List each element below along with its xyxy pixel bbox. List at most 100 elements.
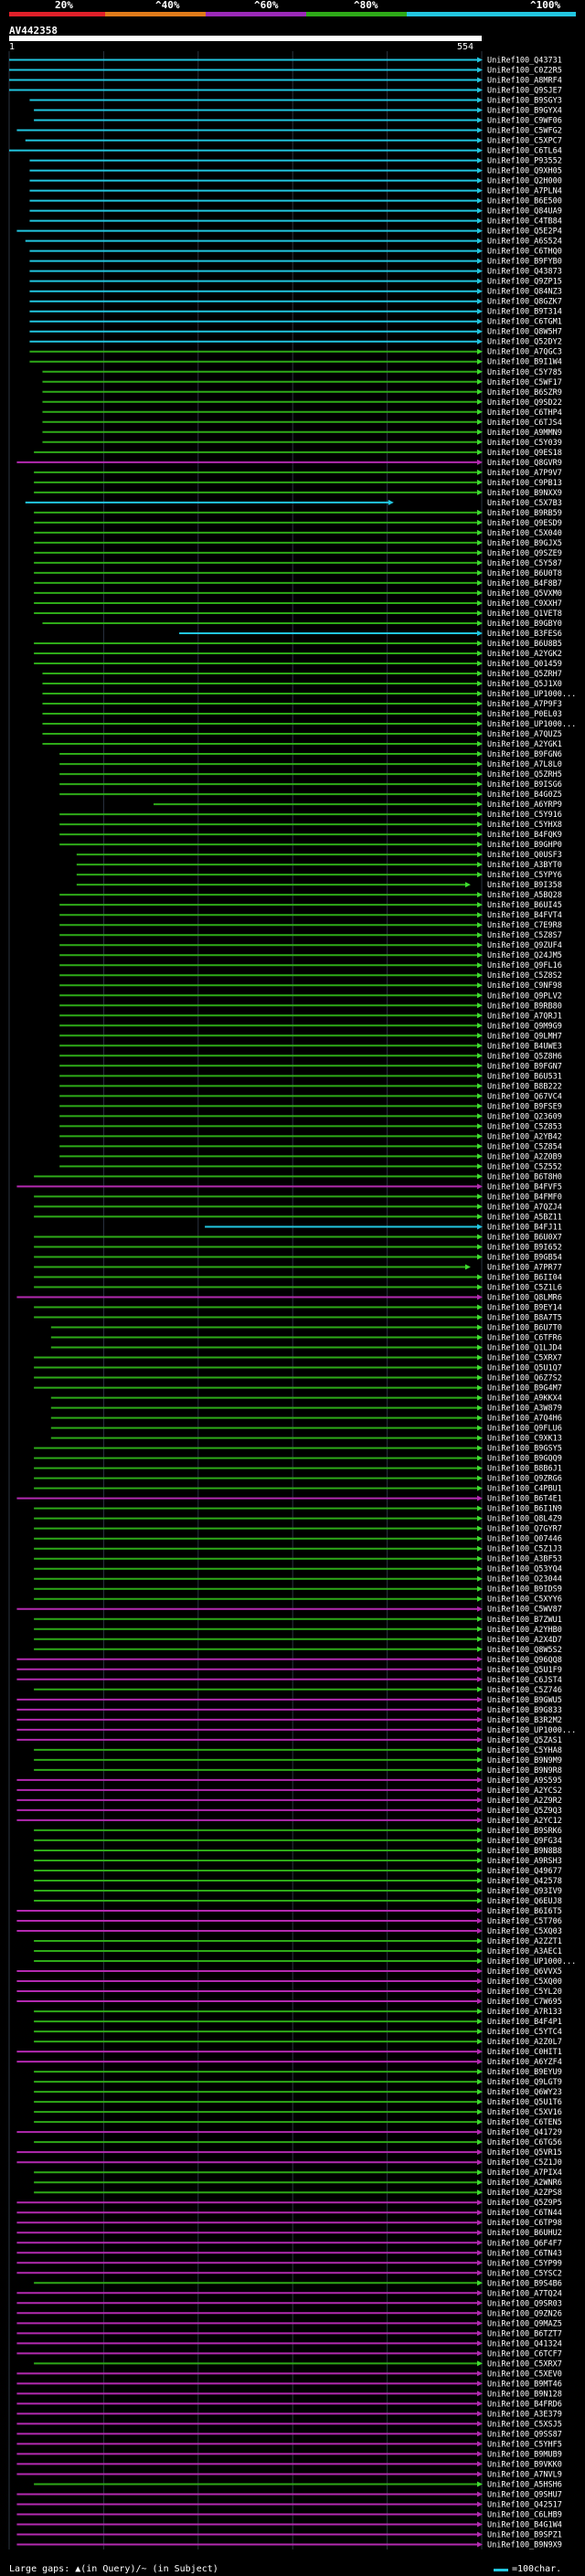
hit-label[interactable]: UniRef100_Q6F4F7 [487, 2239, 562, 2248]
hit-label[interactable]: UniRef100_B6II04 [487, 1273, 562, 1282]
hit-label[interactable]: UniRef100_A9KKX4 [487, 1394, 562, 1404]
hit-label[interactable]: UniRef100_Q9SHU7 [487, 2490, 562, 2499]
hit-label[interactable]: UniRef100_B9N9X9 [487, 2540, 562, 2549]
hit-label[interactable]: UniRef100_Q41729 [487, 2128, 562, 2137]
hit-label[interactable]: UniRef100_Q41324 [487, 2339, 562, 2348]
hit-label[interactable]: UniRef100_Q9FLU6 [487, 1425, 562, 1434]
hit-label[interactable]: UniRef100_B9N9R8 [487, 1766, 562, 1776]
hit-label[interactable]: UniRef100_A3W879 [487, 1405, 562, 1414]
hit-label[interactable]: UniRef100_C9XXH7 [487, 599, 562, 609]
hit-label[interactable]: UniRef100_B8A7T5 [487, 1314, 562, 1323]
hit-label[interactable]: UniRef100_A2Z9R2 [487, 1797, 562, 1806]
hit-label[interactable]: UniRef100_B9SGY3 [487, 97, 562, 106]
hit-label[interactable]: UniRef100_A7QZJ4 [487, 1203, 562, 1212]
hit-label[interactable]: UniRef100_A2Z0B9 [487, 1152, 562, 1161]
hit-label[interactable]: UniRef100_B6U0T8 [487, 569, 562, 578]
hit-label[interactable]: UniRef100_P93552 [487, 157, 562, 166]
hit-label[interactable]: UniRef100_C5Z1L6 [487, 1283, 562, 1292]
hit-label[interactable]: UniRef100_A9S595 [487, 1776, 562, 1786]
hit-label[interactable]: UniRef100_C5YP99 [487, 2259, 562, 2268]
hit-label[interactable]: UniRef100_A6YZF4 [487, 2058, 562, 2067]
hit-label[interactable]: UniRef100_C5YHX8 [487, 821, 562, 830]
hit-label[interactable]: UniRef100_Q6WY23 [487, 2088, 562, 2097]
hit-label[interactable]: UniRef100_C4TB84 [487, 217, 562, 227]
hit-label[interactable]: UniRef100_B4G1W4 [487, 2520, 562, 2529]
hit-label[interactable]: UniRef100_C7E9R8 [487, 921, 562, 930]
hit-label[interactable]: UniRef100_B9T314 [487, 308, 562, 317]
hit-label[interactable]: UniRef100_C5YTC4 [487, 2028, 562, 2037]
hit-label[interactable]: UniRef100_A7P9V7 [487, 469, 562, 478]
hit-label[interactable]: UniRef100_Q1LJD4 [487, 1344, 562, 1353]
hit-label[interactable]: UniRef100_A9MMN9 [487, 429, 562, 438]
hit-label[interactable]: UniRef100_Q9LMH7 [487, 1032, 562, 1041]
hit-label[interactable]: UniRef100_Q53YQ4 [487, 1565, 562, 1574]
hit-label[interactable]: UniRef100_Q5J1X0 [487, 680, 562, 689]
hit-label[interactable]: UniRef100_B9FGN6 [487, 750, 562, 759]
hit-label[interactable]: UniRef100_B9EY14 [487, 1304, 562, 1313]
hit-label[interactable]: UniRef100_C5Z8S7 [487, 931, 562, 940]
hit-label[interactable]: UniRef100_C5Z853 [487, 1122, 562, 1131]
hit-label[interactable]: UniRef100_B9GQQ9 [487, 1455, 562, 1464]
hit-label[interactable]: UniRef100_Q9SD22 [487, 398, 562, 408]
hit-label[interactable]: UniRef100_B4G0Z5 [487, 790, 562, 800]
hit-label[interactable]: UniRef100_Q5ZAS1 [487, 1736, 562, 1745]
hit-label[interactable]: UniRef100_C5WF17 [487, 378, 562, 387]
hit-label[interactable]: UniRef100_P0EL03 [487, 710, 562, 719]
hit-label[interactable]: UniRef100_O23044 [487, 1575, 562, 1585]
hit-label[interactable]: UniRef100_B9IDS9 [487, 1585, 562, 1595]
hit-label[interactable]: UniRef100_C5Z1J3 [487, 1545, 562, 1554]
hit-label[interactable]: UniRef100_B4FRD6 [487, 2400, 562, 2409]
hit-label[interactable]: UniRef100_C6TJS4 [487, 419, 562, 428]
hit-label[interactable]: UniRef100_Q6VVX5 [487, 1967, 562, 1977]
hit-label[interactable]: UniRef100_C7W695 [487, 1998, 562, 2007]
hit-label[interactable]: UniRef100_A7P9F3 [487, 700, 562, 709]
hit-label[interactable]: UniRef100_B9I1W4 [487, 358, 562, 367]
hit-label[interactable]: UniRef100_Q07446 [487, 1535, 562, 1544]
hit-label[interactable]: UniRef100_B9I358 [487, 881, 562, 890]
hit-label[interactable]: UniRef100_B9FGN7 [487, 1062, 562, 1071]
hit-label[interactable]: UniRef100_Q67VC4 [487, 1092, 562, 1101]
hit-label[interactable]: UniRef100_C5XSJ5 [487, 2420, 562, 2429]
hit-label[interactable]: UniRef100_B3R2M2 [487, 1716, 562, 1725]
hit-label[interactable]: UniRef100_Q5U1T6 [487, 2098, 562, 2107]
hit-label[interactable]: UniRef100_A3AEC1 [487, 1947, 562, 1956]
hit-label[interactable]: UniRef100_Q9ZN26 [487, 2309, 562, 2318]
hit-label[interactable]: UniRef100_A7NVL9 [487, 2470, 562, 2479]
hit-label[interactable]: UniRef100_Q5Z9P5 [487, 2199, 562, 2208]
hit-label[interactable]: UniRef100_B6U531 [487, 1072, 562, 1081]
hit-label[interactable]: UniRef100_A3E379 [487, 2410, 562, 2419]
hit-label[interactable]: UniRef100_B9RB59 [487, 509, 562, 518]
hit-label[interactable]: UniRef100_C6TN43 [487, 2249, 562, 2258]
hit-label[interactable]: UniRef100_B8B6J1 [487, 1465, 562, 1474]
hit-label[interactable]: UniRef100_A7PLN4 [487, 187, 562, 196]
hit-label[interactable]: UniRef100_Q5U1Q7 [487, 1364, 562, 1373]
hit-label[interactable]: UniRef100_Q42517 [487, 2500, 562, 2509]
hit-label[interactable]: UniRef100_C5Y039 [487, 439, 562, 448]
hit-label[interactable]: UniRef100_C5WV87 [487, 1606, 562, 1615]
hit-label[interactable]: UniRef100_Q23609 [487, 1112, 562, 1121]
hit-label[interactable]: UniRef100_Q8GVR9 [487, 459, 562, 468]
hit-label[interactable]: UniRef100_A5BZ11 [487, 1213, 562, 1222]
hit-label[interactable]: UniRef100_B4FMF0 [487, 1193, 562, 1202]
hit-label[interactable]: UniRef100_B6E500 [487, 197, 562, 207]
hit-label[interactable]: UniRef100_B6T4E1 [487, 1495, 562, 1504]
hit-label[interactable]: UniRef100_Q9ES18 [487, 449, 562, 458]
hit-label[interactable]: UniRef100_Q9LGT9 [487, 2078, 562, 2087]
hit-label[interactable]: UniRef100_Q9FL16 [487, 961, 562, 970]
hit-label[interactable]: UniRef100_C6TP98 [487, 2219, 562, 2228]
hit-label[interactable]: UniRef100_B6U0X7 [487, 1233, 562, 1242]
hit-label[interactable]: UniRef100_Q0USF3 [487, 851, 562, 860]
hit-label[interactable]: UniRef100_C9NF98 [487, 981, 562, 991]
hit-label[interactable]: UniRef100_Q43873 [487, 268, 562, 277]
hit-label[interactable]: UniRef100_Q9ZRG6 [487, 1475, 562, 1484]
hit-label[interactable]: UniRef100_C5YL20 [487, 1988, 562, 1997]
hit-label[interactable]: UniRef100_C5Z854 [487, 1142, 562, 1151]
hit-label[interactable]: UniRef100_C9WF06 [487, 117, 562, 126]
hit-label[interactable]: UniRef100_Q8W5S2 [487, 1646, 562, 1655]
hit-label[interactable]: UniRef100_C5YHA8 [487, 1746, 562, 1755]
hit-label[interactable]: UniRef100_C9XK13 [487, 1435, 562, 1444]
hit-label[interactable]: UniRef100_B9SPZ1 [487, 2530, 562, 2539]
hit-label[interactable]: UniRef100_C5Y587 [487, 559, 562, 568]
hit-label[interactable]: UniRef100_Q8LMR6 [487, 1293, 562, 1302]
hit-label[interactable]: UniRef100_B9GSY5 [487, 1445, 562, 1454]
